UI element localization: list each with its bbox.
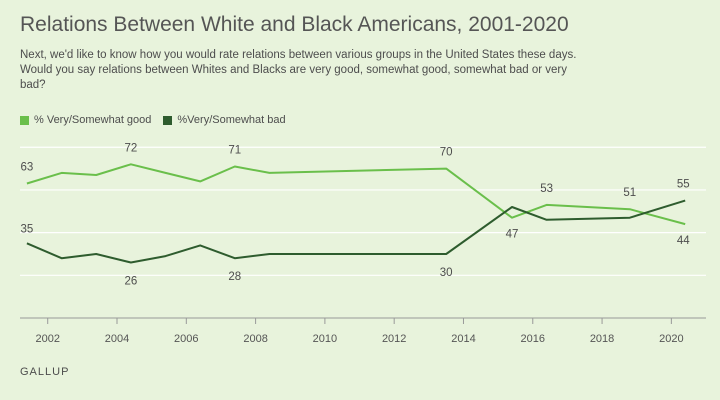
data-label: 53 xyxy=(540,183,553,195)
chart-legend: % Very/Somewhat good %Very/Somewhat bad xyxy=(20,114,286,126)
x-tick-label: 2020 xyxy=(659,333,683,345)
x-tick-label: 2018 xyxy=(590,333,614,345)
legend-item-bad: %Very/Somewhat bad xyxy=(163,114,286,126)
legend-label-bad: %Very/Somewhat bad xyxy=(177,114,286,126)
data-label: 26 xyxy=(124,276,137,288)
data-label: 44 xyxy=(677,235,690,247)
gallup-logo: GALLUP xyxy=(20,366,70,378)
legend-label-good: % Very/Somewhat good xyxy=(34,114,152,126)
x-tick-label: 2012 xyxy=(382,333,406,345)
series-line-good xyxy=(26,163,686,226)
data-label: 51 xyxy=(623,187,636,199)
data-label: 47 xyxy=(506,229,519,241)
legend-swatch-good xyxy=(20,115,29,125)
x-tick-label: 2004 xyxy=(105,333,129,345)
x-tick-label: 2006 xyxy=(174,333,198,345)
data-label: 28 xyxy=(228,271,241,283)
data-label: 35 xyxy=(21,223,34,235)
x-tick-label: 2002 xyxy=(35,333,59,345)
legend-swatch-bad xyxy=(163,115,173,125)
data-label: 72 xyxy=(124,142,137,154)
data-label: 63 xyxy=(21,162,34,174)
x-tick-label: 2010 xyxy=(313,333,337,345)
chart-subtitle: Next, we'd like to know how you would ra… xyxy=(20,49,577,91)
data-label: 55 xyxy=(677,179,690,191)
data-label: 71 xyxy=(228,144,241,156)
x-tick-label: 2008 xyxy=(243,333,267,345)
x-tick-label: 2016 xyxy=(521,333,545,345)
data-label: 70 xyxy=(440,147,453,159)
series-line-bad xyxy=(26,199,686,264)
x-tick-label: 2014 xyxy=(451,333,475,345)
legend-item-good: % Very/Somewhat good xyxy=(20,114,151,126)
chart-title: Relations Between White and Black Americ… xyxy=(20,13,569,36)
data-label: 30 xyxy=(440,267,453,279)
